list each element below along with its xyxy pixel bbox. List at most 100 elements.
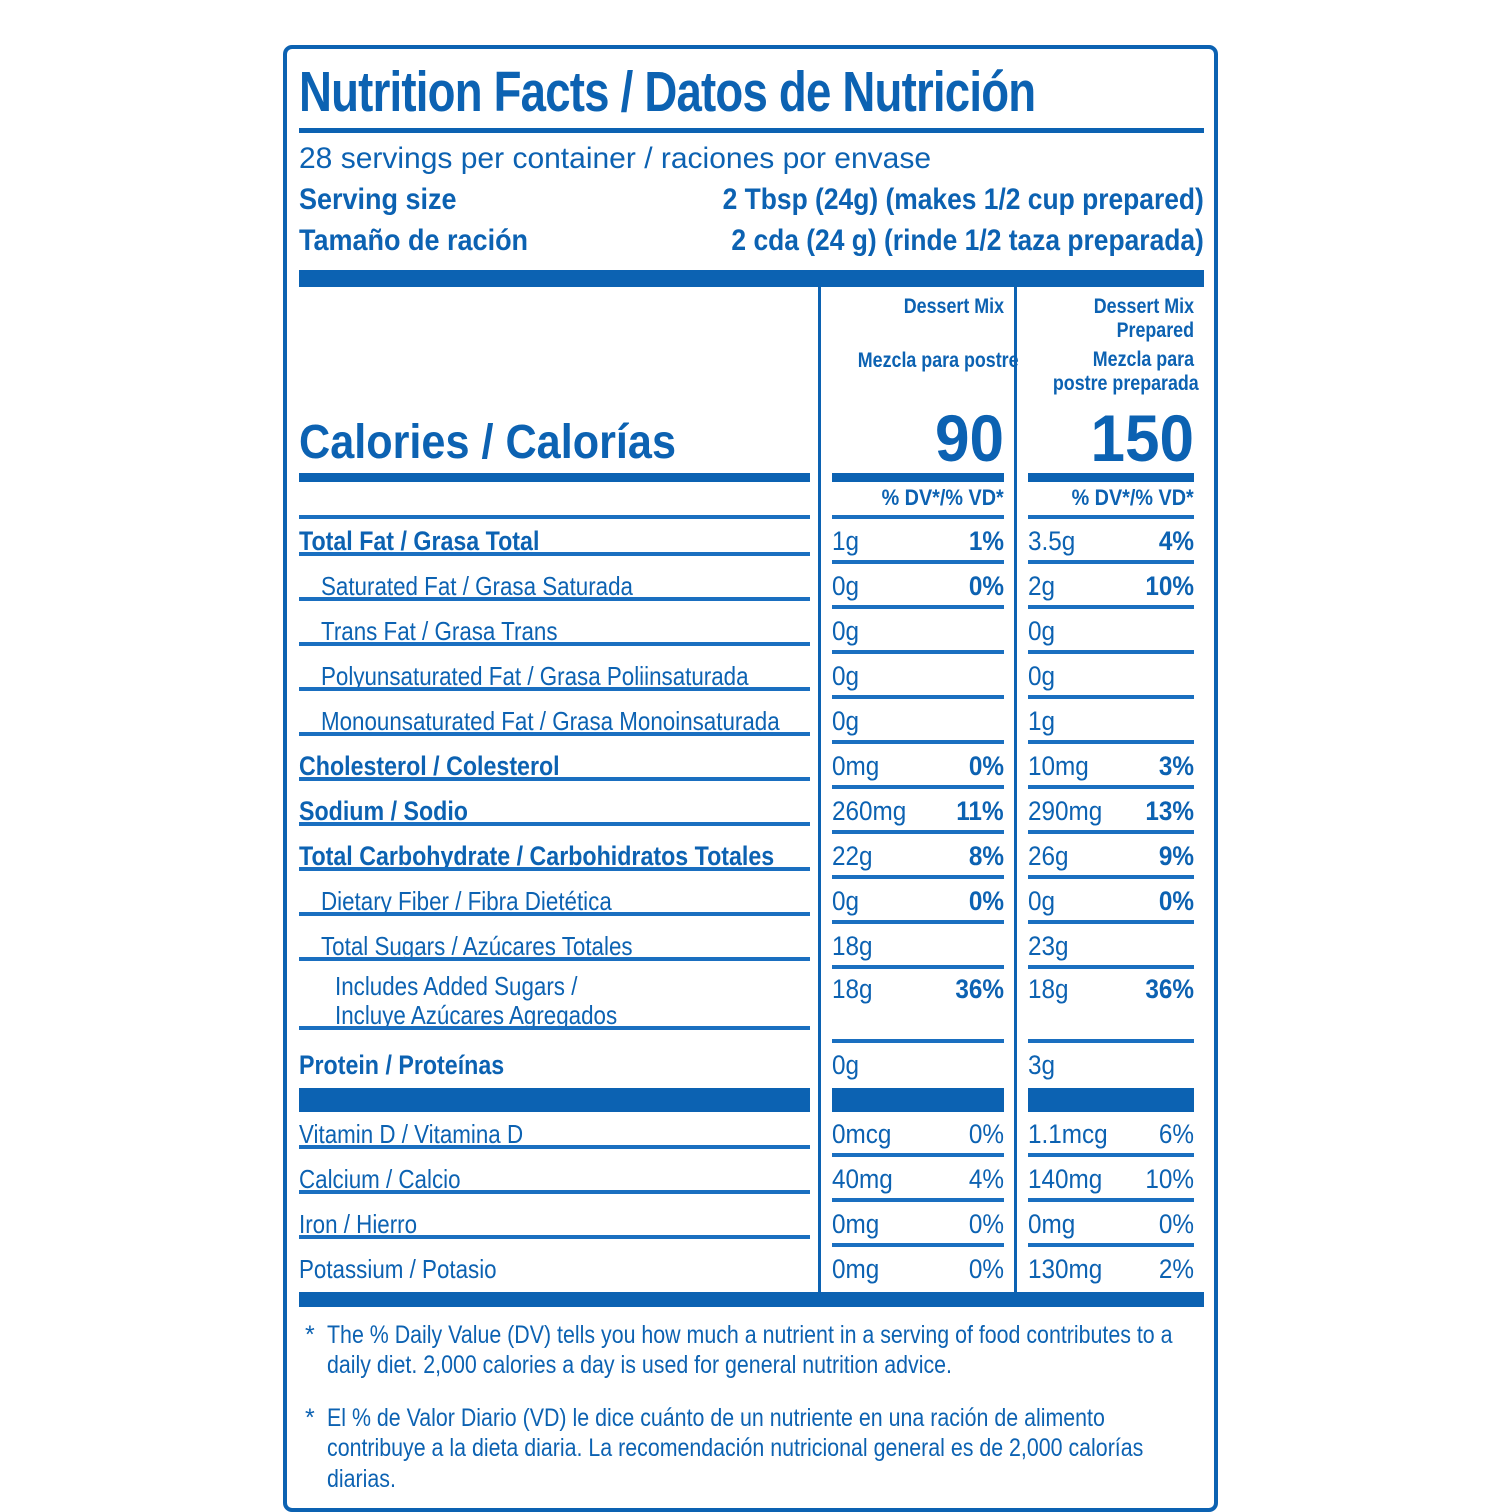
amount-value: 290mg bbox=[1028, 795, 1103, 826]
vitamin-row: Potassium / Potasio 0mg 0% 130mg 2% bbox=[299, 1246, 1204, 1292]
vitamin-rows: Vitamin D / Vitamina D 0mcg 0% 1.1mcg 6% Calc… bbox=[299, 1111, 1204, 1292]
column1-name-en: Dessert Mix bbox=[903, 294, 1004, 318]
nutrient-name: Dietary Fiber / Fibra Dietética bbox=[299, 886, 818, 917]
amount-value: 18g bbox=[832, 973, 873, 1004]
column2-name-es-line2: postre preparada bbox=[1052, 372, 1199, 396]
value-cell-v2: 0g bbox=[1014, 608, 1204, 654]
daily-value-percent: 0% bbox=[968, 1118, 1004, 1149]
dv-header-spacer bbox=[299, 482, 810, 515]
value-cell-v2: 1.1mcg 6% bbox=[1014, 1111, 1204, 1157]
nutrient-name: Monounsaturated Fat / Grasa Monoinsatura… bbox=[299, 706, 818, 737]
value-cell-v1: 0mcg 0% bbox=[818, 1111, 1014, 1157]
nutrient-row: Trans Fat / Grasa Trans 0g 0g bbox=[299, 608, 1204, 654]
value-cell-v1: 0g 0% bbox=[818, 563, 1014, 609]
nutrient-row: Saturated Fat / Grasa Saturada 0g 0% 2g 10% bbox=[299, 563, 1204, 609]
servings-per-container: 28 servings per container / raciones por… bbox=[299, 141, 932, 175]
value-cell-v1: 0g 0% bbox=[818, 878, 1014, 924]
daily-value-percent: 3% bbox=[1158, 750, 1194, 781]
amount-value: 1.1mcg bbox=[1028, 1118, 1108, 1149]
dv-header-col1: % DV*/% VD* bbox=[881, 485, 1004, 511]
footnotes: * The % Daily Value (DV) tells you how m… bbox=[299, 1320, 1204, 1495]
nutrient-row: Protein / Proteínas 0g 3g bbox=[299, 1042, 1204, 1088]
daily-value-percent: 13% bbox=[1145, 795, 1194, 826]
amount-value: 0mg bbox=[832, 1208, 880, 1239]
amount-value: 0g bbox=[832, 570, 860, 601]
footnote-es: * El % de Valor Diario (VD) le dice cuán… bbox=[305, 1403, 1204, 1495]
vitamin-row: Iron / Hierro 0mg 0% 0mg 0% bbox=[299, 1201, 1204, 1247]
nutrient-row: Polyunsaturated Fat / Grasa Poliinsatura… bbox=[299, 653, 1204, 699]
footnote-en: * The % Daily Value (DV) tells you how m… bbox=[305, 1320, 1204, 1381]
footnote-en-text: The % Daily Value (DV) tells you how muc… bbox=[327, 1320, 1173, 1380]
value-cell-v1: 0g bbox=[818, 608, 1014, 654]
nutrient-row: Cholesterol / Colesterol 0mg 0% 10mg 3% bbox=[299, 743, 1204, 789]
amount-value: 130mg bbox=[1028, 1253, 1103, 1284]
amount-value: 40mg bbox=[832, 1163, 893, 1194]
amount-value: 18g bbox=[832, 930, 873, 961]
footnote-es-text: El % de Valor Diario (VD) le dice cuánto… bbox=[327, 1403, 1144, 1493]
nutrient-rows: Total Fat / Grasa Total 1g 1% 3.5g 4% Saturat… bbox=[299, 518, 1204, 1088]
daily-value-percent: 4% bbox=[1158, 525, 1194, 556]
dv-header-col2: % DV*/% VD* bbox=[1071, 485, 1194, 511]
value-cell-v2: 3g bbox=[1014, 1042, 1204, 1088]
amount-value: 0g bbox=[1028, 660, 1056, 691]
value-cell-v2: 0g bbox=[1014, 653, 1204, 699]
daily-value-percent: 6% bbox=[1158, 1118, 1194, 1149]
nutrient-name: Saturated Fat / Grasa Saturada bbox=[299, 571, 818, 602]
column-dessert-mix-prepared: Dessert Mix Prepared Mezcla para postre … bbox=[1014, 286, 1204, 519]
value-cell-v1: 0mg 0% bbox=[818, 743, 1014, 789]
value-cell-v1: 0g bbox=[818, 1042, 1014, 1088]
amount-value: 1g bbox=[1028, 705, 1056, 736]
daily-value-percent: 0% bbox=[968, 570, 1004, 601]
amount-value: 0g bbox=[832, 1049, 860, 1080]
calories-header-row: Calories / Calorías Dessert Mix Mezcla p… bbox=[299, 286, 1204, 519]
amount-value: 26g bbox=[1028, 840, 1069, 871]
amount-value: 3g bbox=[1028, 1049, 1056, 1080]
footnote-en-marker: * bbox=[305, 1320, 315, 1349]
label-title: Nutrition Facts / Datos de Nutrición bbox=[299, 60, 1036, 124]
amount-value: 1g bbox=[832, 525, 860, 556]
calories-label: Calories / Calorías bbox=[299, 415, 676, 469]
nutrient-name: Calcium / Calcio bbox=[299, 1164, 818, 1195]
footnote-es-marker: * bbox=[305, 1403, 315, 1432]
amount-value: 0g bbox=[1028, 885, 1056, 916]
value-cell-v2: 10mg 3% bbox=[1014, 743, 1204, 789]
daily-value-percent: 1% bbox=[968, 525, 1004, 556]
value-cell-v1: 18g 36% bbox=[818, 968, 1014, 1043]
value-cell-v1: 260mg 11% bbox=[818, 788, 1014, 834]
column-dessert-mix: Dessert Mix Mezcla para postre 90 % DV*/… bbox=[818, 286, 1019, 519]
daily-value-percent: 10% bbox=[1145, 570, 1194, 601]
calories-value-mix: 90 bbox=[934, 401, 1004, 476]
daily-value-percent: 2% bbox=[1158, 1253, 1194, 1284]
nutrient-name: Total Carbohydrate / Carbohidratos Total… bbox=[299, 841, 818, 872]
value-cell-v2: 2g 10% bbox=[1014, 563, 1204, 609]
value-cell-v1: 0mg 0% bbox=[818, 1246, 1014, 1292]
nutrient-name: Iron / Hierro bbox=[299, 1209, 818, 1240]
amount-value: 0g bbox=[1028, 615, 1056, 646]
amount-value: 0mg bbox=[1028, 1208, 1076, 1239]
nutrient-row: Total Carbohydrate / Carbohidratos Total… bbox=[299, 833, 1204, 879]
amount-value: 140mg bbox=[1028, 1163, 1103, 1194]
daily-value-percent: 0% bbox=[968, 885, 1004, 916]
nutrition-facts-label: Nutrition Facts / Datos de Nutrición 28 … bbox=[283, 45, 1218, 1512]
amount-value: 0g bbox=[832, 885, 860, 916]
nutrient-row: Sodium / Sodio 260mg 11% 290mg 13% bbox=[299, 788, 1204, 834]
title-rule bbox=[299, 127, 1204, 133]
section-divider-bar bbox=[299, 1087, 1204, 1112]
daily-value-percent: 10% bbox=[1145, 1163, 1194, 1194]
amount-value: 0g bbox=[832, 705, 860, 736]
amount-value: 0mg bbox=[832, 750, 880, 781]
value-cell-v1: 0mg 0% bbox=[818, 1201, 1014, 1247]
column2-name-en-line1: Dessert Mix bbox=[1093, 294, 1194, 318]
calories-rule bbox=[1028, 472, 1194, 482]
value-cell-v1: 22g 8% bbox=[818, 833, 1014, 879]
amount-value: 22g bbox=[832, 840, 873, 871]
amount-value: 0g bbox=[832, 660, 860, 691]
column2-name-es-line1: Mezcla para bbox=[1092, 348, 1194, 372]
serving-size-value-es: 2 cda (24 g) (rinde 1/2 taza preparada) bbox=[731, 223, 1204, 257]
amount-value: 10mg bbox=[1028, 750, 1089, 781]
section-bar-col2-segment bbox=[1014, 1087, 1204, 1112]
value-cell-v2: 140mg 10% bbox=[1014, 1156, 1204, 1202]
value-cell-v2: 130mg 2% bbox=[1014, 1246, 1204, 1292]
calories-value-prepared: 150 bbox=[1090, 401, 1194, 476]
amount-value: 0mcg bbox=[832, 1118, 892, 1149]
